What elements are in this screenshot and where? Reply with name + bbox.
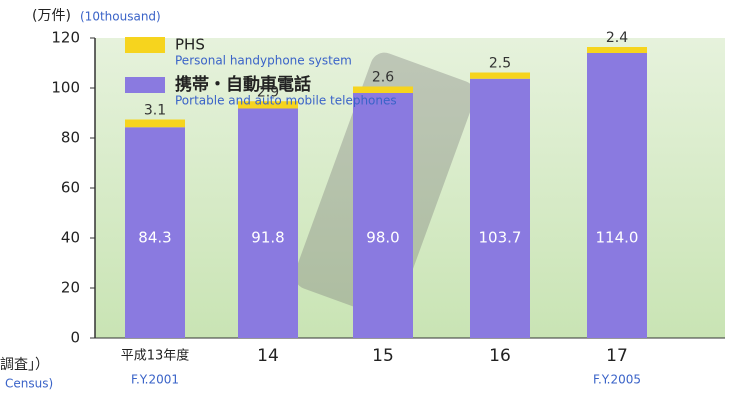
legend-label-en: Portable and auto mobile telephones <box>175 94 397 108</box>
bar-segment <box>470 78 530 338</box>
bar-segment <box>353 86 413 93</box>
bar-segment <box>238 101 298 109</box>
value-label: 84.3 <box>138 229 171 247</box>
value-label: 2.6 <box>372 70 394 86</box>
bar-segment <box>353 93 413 338</box>
legend-swatch <box>125 37 165 53</box>
legend-label-en: Personal handyphone system <box>175 54 352 68</box>
value-label: 2.4 <box>606 30 628 46</box>
value-label: 3.1 <box>144 103 166 119</box>
value-label: 2.9 <box>257 84 279 100</box>
x-tick-label: 平成13年度 <box>121 348 190 364</box>
footnote: 調査」） <box>0 357 49 373</box>
value-label: 91.8 <box>251 229 284 247</box>
x-tick-label: 15 <box>372 346 394 366</box>
y-tick-label: 80 <box>61 129 80 147</box>
legend-label: PHS <box>175 36 205 54</box>
bar-segment <box>238 108 298 338</box>
value-label: 98.0 <box>366 229 399 247</box>
legend-swatch <box>125 77 165 93</box>
y-tick-label: 120 <box>51 29 80 47</box>
y-tick-label: 100 <box>51 79 80 97</box>
y-tick-label: 40 <box>61 229 80 247</box>
bar-segment <box>587 47 647 53</box>
x-tick-label: 17 <box>606 346 628 366</box>
value-label: 2.5 <box>489 56 511 72</box>
y-axis-label: (万件) <box>32 8 71 24</box>
y-axis-label-en: (10thousand) <box>80 10 161 24</box>
value-label: 114.0 <box>596 229 639 247</box>
value-label: 103.7 <box>479 229 522 247</box>
x-sublabel: F.Y.2005 <box>593 373 641 387</box>
x-tick-label: 14 <box>257 346 279 366</box>
bar-segment <box>587 53 647 338</box>
y-tick-label: 20 <box>61 279 80 297</box>
bar-segment <box>125 127 185 338</box>
y-tick-label: 0 <box>70 329 80 347</box>
bar-segment <box>470 72 530 79</box>
y-tick-label: 60 <box>61 179 80 197</box>
bar-segment <box>125 119 185 128</box>
legend-label: 携帯・自動車電話 <box>175 74 311 95</box>
footnote: Census) <box>5 377 53 391</box>
x-sublabel: F.Y.2001 <box>131 373 179 387</box>
x-tick-label: 16 <box>489 346 511 366</box>
